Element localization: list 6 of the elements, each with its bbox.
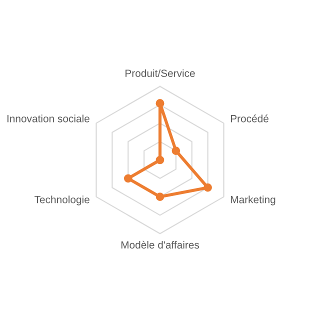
spoke-label: Marketing: [230, 196, 276, 206]
spoke-label: Innovation sociale: [7, 114, 90, 122]
spoke-label: Modèle d'affaires: [121, 240, 200, 249]
spoke-label: Technologie: [34, 196, 90, 206]
spoke-label: Procédé: [230, 114, 268, 122]
spoke-label: Produit/Service: [126, 69, 195, 77]
